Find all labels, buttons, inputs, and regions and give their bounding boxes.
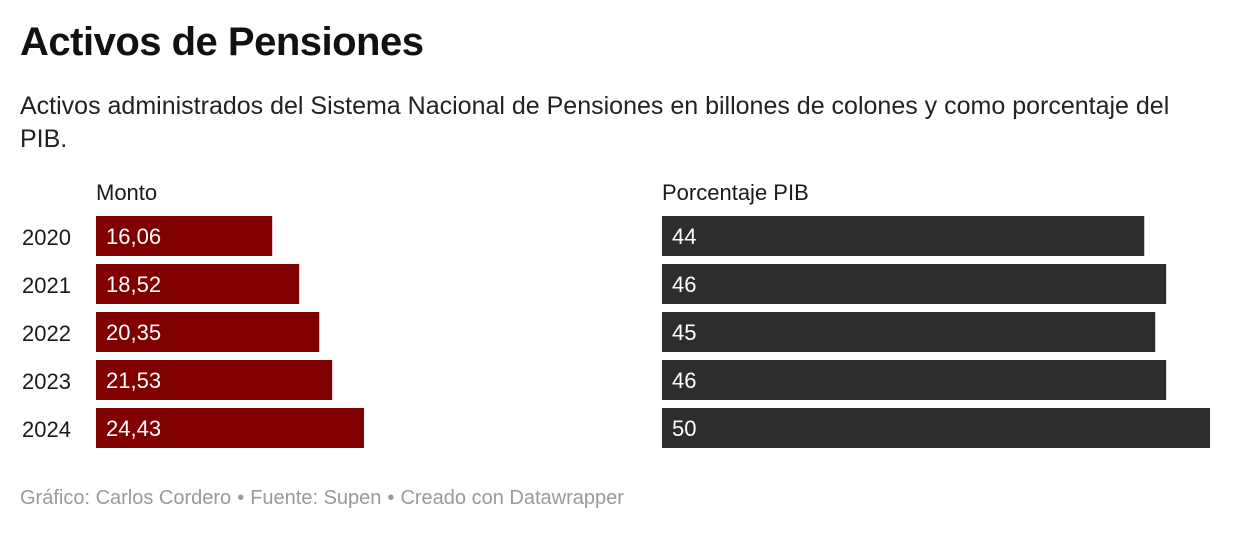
footer-separator: • [387, 487, 395, 509]
chart-title: Activos de Pensiones [20, 20, 424, 64]
category-label-2021: 2021 [22, 273, 71, 298]
data-label-monto-2024: 24,43 [106, 416, 161, 441]
footer-separator: • [237, 487, 245, 509]
chart-footer: Gráfico: Carlos Cordero • Fuente: Supen • Cr… [20, 487, 624, 510]
data-label-monto-2020: 16,06 [106, 224, 161, 249]
data-label-porcentaje-pib-2024: 50 [672, 416, 696, 441]
chart-subtitle: Activos administrados del Sistema Nacion… [20, 92, 1170, 153]
series-header-porcentaje-pib: Porcentaje PIB [662, 180, 809, 205]
data-label-monto-2021: 18,52 [106, 272, 161, 297]
footer-tool: Creado con Datawrapper [400, 487, 624, 509]
data-label-porcentaje-pib-2020: 44 [672, 224, 696, 249]
category-label-2023: 2023 [22, 369, 71, 394]
footer-credit: Gráfico: Carlos Cordero [20, 487, 232, 509]
bar-monto-2020 [96, 216, 273, 256]
bar-porcentaje-pib-2024 [662, 408, 1210, 448]
bar-monto-2023 [96, 360, 333, 400]
category-label-2020: 2020 [22, 225, 71, 250]
category-label-2024: 2024 [22, 417, 71, 442]
bar-porcentaje-pib-2022 [662, 312, 1156, 352]
bar-monto-2022 [96, 312, 320, 352]
bar-porcentaje-pib-2020 [662, 216, 1145, 256]
data-label-monto-2023: 21,53 [106, 368, 161, 393]
category-label-2022: 2022 [22, 321, 71, 346]
bar-monto-2021 [96, 264, 300, 304]
bar-monto-2024 [96, 408, 364, 448]
data-label-porcentaje-pib-2021: 46 [672, 272, 696, 297]
bar-porcentaje-pib-2023 [662, 360, 1167, 400]
data-label-porcentaje-pib-2022: 45 [672, 320, 696, 345]
data-label-porcentaje-pib-2023: 46 [672, 368, 696, 393]
data-label-monto-2022: 20,35 [106, 320, 161, 345]
bar-porcentaje-pib-2021 [662, 264, 1167, 304]
footer-source: Fuente: Supen [250, 487, 382, 509]
series-header-monto: Monto [96, 180, 157, 205]
bar-chart: 2020 2021 2022 2023 2024 Monto 16,06 18,52 20,35… [22, 180, 1210, 448]
